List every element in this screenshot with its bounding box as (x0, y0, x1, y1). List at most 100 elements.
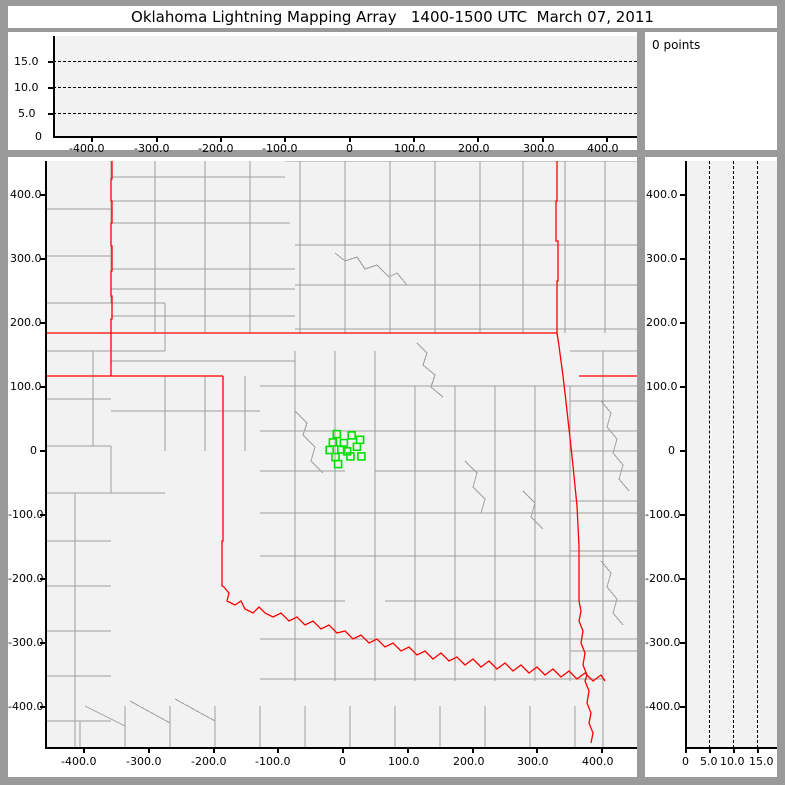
x-tick--100 (284, 136, 286, 142)
plan-view-map-panel[interactable]: 400.0 300.0 200.0 100.0 0 -100.0 -200.0 … (8, 157, 637, 777)
map-y-tick--300 (40, 642, 46, 644)
side-y-ticklabel-300: 300.0 (646, 252, 678, 265)
side-x-ticklabel-15: 15.0 (749, 755, 774, 768)
x-tick--200 (220, 136, 222, 142)
x-ticklabel-300: 300.0 (523, 142, 555, 155)
side-y-ticklabel--100: -100.0 (645, 508, 681, 521)
map-y-tick-100 (40, 386, 46, 388)
side-y-ticklabel-200: 200.0 (646, 316, 678, 329)
side-y-tick--400 (680, 706, 686, 708)
map-y-ticklabel-0: 0 (30, 444, 37, 457)
map-x-ticklabel--200: -200.0 (191, 755, 227, 768)
x-tick-200 (477, 136, 479, 142)
altitude-vs-y-panel[interactable]: 400.0 300.0 200.0 100.0 0 -100.0 -200.0 … (645, 157, 777, 777)
x-ticklabel--400: -400.0 (69, 142, 105, 155)
map-y-tick-400 (40, 194, 46, 196)
y-ticklabel-10: 10.0 (14, 81, 39, 94)
side-y-tick-400 (680, 194, 686, 196)
point-count-panel: 0 points (645, 32, 777, 150)
map-x-tick-200 (472, 747, 474, 753)
lma-source-marker (347, 431, 357, 440)
y-ticklabel-5: 5.0 (18, 107, 36, 120)
y-tick-5 (48, 113, 54, 115)
side-y-tick-100 (680, 386, 686, 388)
map-y-tick--400 (40, 706, 46, 708)
map-x-tick--200 (213, 747, 215, 753)
side-y-tick-0 (680, 450, 686, 452)
map-y-tick-200 (40, 322, 46, 324)
side-x-ticklabel-0: 0 (682, 755, 689, 768)
side-y-ticklabel--300: -300.0 (645, 636, 681, 649)
map-y-tick-300 (40, 258, 46, 260)
altitude-vs-x-plot-area[interactable] (53, 36, 637, 137)
map-y-tick--200 (40, 578, 46, 580)
x-tick--300 (156, 136, 158, 142)
map-x-ticklabel-100: 100.0 (388, 755, 420, 768)
x-tick--400 (91, 136, 93, 142)
y-ticklabel-15: 15.0 (14, 55, 39, 68)
map-x-ticklabel-300: 300.0 (517, 755, 549, 768)
lma-source-marker (357, 452, 366, 461)
map-geography (45, 161, 637, 748)
gridline-y-5 (53, 113, 637, 114)
map-x-tick-100 (407, 747, 409, 753)
point-count-label: 0 points (652, 38, 701, 52)
map-x-tick-0 (342, 747, 344, 753)
map-y-ticklabel-400: 400.0 (10, 188, 42, 201)
x-tick-400 (606, 136, 608, 142)
map-x-ticklabel--400: -400.0 (61, 755, 97, 768)
lma-source-markers (325, 429, 366, 469)
gridline-y-10 (53, 87, 637, 88)
x-ticklabel--300: -300.0 (134, 142, 170, 155)
page-title: Oklahoma Lightning Mapping Array 1400-15… (131, 8, 654, 26)
map-x-ticklabel-200: 200.0 (453, 755, 485, 768)
gridline-x-10 (733, 161, 734, 748)
side-x-tick-0 (685, 747, 687, 753)
altitude-vs-x-panel[interactable]: 15.0 10.0 5.0 0 -400.0 -300.0 -200.0 -10… (8, 32, 637, 155)
map-y-ticklabel-100: 100.0 (10, 380, 42, 393)
gridline-y-15 (53, 61, 637, 62)
map-y-ticklabel-200: 200.0 (10, 316, 42, 329)
plan-view-map-x-axis (45, 747, 637, 749)
x-tick-100 (413, 136, 415, 142)
x-ticklabel-0: 0 (346, 142, 353, 155)
side-y-tick--100 (680, 514, 686, 516)
x-ticklabel--100: -100.0 (262, 142, 298, 155)
map-y-ticklabel-300: 300.0 (10, 252, 42, 265)
map-x-tick--400 (83, 747, 85, 753)
lma-source-marker (325, 445, 335, 455)
map-y-ticklabel--300: -300.0 (8, 636, 44, 649)
plan-view-map-plot-area[interactable] (45, 161, 637, 748)
map-x-ticklabel--300: -300.0 (126, 755, 162, 768)
map-x-tick--100 (277, 747, 279, 753)
x-ticklabel-100: 100.0 (394, 142, 426, 155)
side-y-tick-300 (680, 258, 686, 260)
gridline-x-15 (757, 161, 758, 748)
map-y-tick--100 (40, 514, 46, 516)
side-x-ticklabel-5: 5.0 (700, 755, 718, 768)
lma-source-marker (346, 452, 355, 461)
lma-source-marker (352, 442, 362, 452)
side-y-ticklabel-0: 0 (668, 444, 675, 457)
map-x-tick-400 (601, 747, 603, 753)
x-ticklabel--200: -200.0 (198, 142, 234, 155)
plan-view-map-y-axis (45, 161, 47, 748)
side-x-tick-10 (733, 747, 735, 753)
lma-source-marker (336, 445, 346, 454)
map-x-ticklabel--100: -100.0 (255, 755, 291, 768)
y-ticklabel-0: 0 (35, 130, 42, 143)
side-y-ticklabel--200: -200.0 (645, 572, 681, 585)
x-ticklabel-200: 200.0 (458, 142, 490, 155)
altitude-vs-y-x-axis (685, 747, 777, 749)
side-y-tick--300 (680, 642, 686, 644)
side-y-tick-200 (680, 322, 686, 324)
side-y-ticklabel-400: 400.0 (646, 188, 678, 201)
title-bar: Oklahoma Lightning Mapping Array 1400-15… (8, 6, 777, 28)
gridline-x-5 (709, 161, 710, 748)
map-y-ticklabel--100: -100.0 (8, 508, 44, 521)
altitude-vs-y-plot-area[interactable] (685, 161, 777, 748)
map-x-tick--300 (148, 747, 150, 753)
altitude-vs-x-y-axis (53, 36, 55, 137)
map-y-ticklabel--200: -200.0 (8, 572, 44, 585)
